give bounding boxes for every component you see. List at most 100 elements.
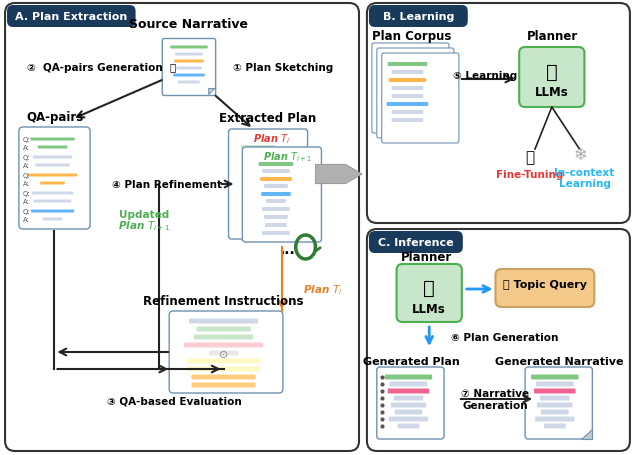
- FancyBboxPatch shape: [5, 4, 359, 451]
- FancyBboxPatch shape: [392, 111, 423, 115]
- Polygon shape: [582, 429, 593, 439]
- FancyBboxPatch shape: [35, 164, 70, 167]
- FancyBboxPatch shape: [266, 200, 286, 203]
- Text: Fine-Tuning: Fine-Tuning: [497, 170, 564, 180]
- FancyBboxPatch shape: [381, 61, 413, 65]
- Text: A. Plan Extraction: A. Plan Extraction: [15, 12, 127, 22]
- FancyBboxPatch shape: [244, 153, 272, 157]
- FancyBboxPatch shape: [246, 167, 270, 172]
- FancyBboxPatch shape: [387, 82, 419, 86]
- Text: Plan $T_{i+1}$: Plan $T_{i+1}$: [118, 218, 171, 233]
- Text: Q:: Q:: [23, 208, 31, 214]
- FancyBboxPatch shape: [184, 343, 263, 348]
- FancyBboxPatch shape: [381, 54, 459, 144]
- FancyBboxPatch shape: [38, 146, 67, 149]
- Text: 🗃 Topic Query: 🗃 Topic Query: [503, 279, 587, 289]
- FancyBboxPatch shape: [264, 185, 288, 188]
- Text: Q:: Q:: [23, 191, 31, 197]
- FancyBboxPatch shape: [388, 79, 426, 83]
- FancyBboxPatch shape: [367, 4, 630, 223]
- Text: A:: A:: [23, 181, 30, 187]
- FancyBboxPatch shape: [30, 138, 75, 141]
- FancyBboxPatch shape: [265, 223, 287, 228]
- FancyBboxPatch shape: [248, 184, 268, 187]
- FancyBboxPatch shape: [392, 95, 423, 99]
- FancyBboxPatch shape: [196, 327, 251, 332]
- FancyBboxPatch shape: [387, 103, 428, 107]
- FancyBboxPatch shape: [377, 49, 454, 139]
- Text: ⊙: ⊙: [219, 349, 228, 359]
- FancyBboxPatch shape: [525, 367, 593, 439]
- FancyBboxPatch shape: [372, 44, 449, 134]
- FancyBboxPatch shape: [367, 229, 630, 451]
- Text: Refinement Instructions: Refinement Instructions: [143, 295, 304, 308]
- FancyBboxPatch shape: [385, 374, 432, 379]
- FancyBboxPatch shape: [387, 114, 419, 118]
- FancyBboxPatch shape: [209, 351, 238, 356]
- FancyBboxPatch shape: [392, 71, 423, 75]
- Text: ❄: ❄: [573, 146, 588, 164]
- FancyBboxPatch shape: [535, 417, 575, 422]
- FancyBboxPatch shape: [397, 264, 462, 322]
- Text: In-context: In-context: [554, 167, 614, 177]
- Text: A:: A:: [23, 217, 30, 222]
- Text: QA-pairs: QA-pairs: [27, 111, 84, 124]
- FancyBboxPatch shape: [537, 403, 573, 408]
- Text: Q:: Q:: [23, 136, 31, 143]
- FancyBboxPatch shape: [262, 232, 290, 236]
- Text: C. Inference: C. Inference: [378, 238, 454, 248]
- Text: ⑤ Learning: ⑤ Learning: [454, 71, 518, 81]
- FancyBboxPatch shape: [534, 389, 575, 394]
- FancyBboxPatch shape: [541, 410, 568, 415]
- FancyBboxPatch shape: [175, 53, 203, 56]
- Text: Plan Corpus: Plan Corpus: [372, 30, 451, 42]
- FancyBboxPatch shape: [243, 148, 321, 243]
- FancyBboxPatch shape: [531, 374, 579, 379]
- FancyBboxPatch shape: [19, 128, 90, 229]
- Text: Generated Narrative: Generated Narrative: [495, 356, 624, 366]
- Text: LLMs: LLMs: [535, 86, 569, 98]
- FancyBboxPatch shape: [384, 74, 421, 78]
- FancyBboxPatch shape: [189, 319, 258, 324]
- FancyBboxPatch shape: [536, 382, 573, 387]
- FancyBboxPatch shape: [390, 382, 428, 387]
- FancyBboxPatch shape: [163, 40, 216, 96]
- Text: ④ Plan Refinement: ④ Plan Refinement: [112, 180, 222, 190]
- FancyBboxPatch shape: [228, 130, 308, 239]
- FancyArrowPatch shape: [316, 165, 362, 184]
- FancyBboxPatch shape: [392, 119, 423, 123]
- FancyBboxPatch shape: [369, 6, 468, 28]
- FancyBboxPatch shape: [243, 161, 274, 165]
- FancyBboxPatch shape: [178, 81, 200, 84]
- FancyBboxPatch shape: [28, 174, 77, 177]
- Text: ③ QA-based Evaluation: ③ QA-based Evaluation: [107, 396, 241, 406]
- Text: Plan $T_i$: Plan $T_i$: [253, 132, 291, 146]
- FancyBboxPatch shape: [174, 61, 204, 63]
- Text: Plan $T_{i+1}$: Plan $T_{i+1}$: [263, 150, 312, 163]
- Text: Plan $T_i$: Plan $T_i$: [303, 283, 342, 296]
- Text: A:: A:: [23, 198, 30, 205]
- FancyBboxPatch shape: [392, 87, 423, 91]
- FancyBboxPatch shape: [194, 335, 253, 340]
- Text: B. Learning: B. Learning: [383, 12, 454, 22]
- FancyBboxPatch shape: [377, 93, 419, 97]
- Text: Source Narrative: Source Narrative: [129, 17, 248, 30]
- FancyBboxPatch shape: [173, 74, 205, 77]
- FancyBboxPatch shape: [186, 367, 260, 372]
- FancyBboxPatch shape: [34, 200, 71, 203]
- Text: ① Plan Sketching: ① Plan Sketching: [233, 63, 333, 73]
- FancyBboxPatch shape: [262, 207, 290, 212]
- FancyBboxPatch shape: [33, 156, 72, 159]
- Text: LLMs: LLMs: [412, 303, 446, 316]
- Text: Generation: Generation: [463, 400, 528, 410]
- Text: ...: ...: [280, 243, 296, 257]
- FancyBboxPatch shape: [191, 383, 256, 388]
- FancyBboxPatch shape: [169, 311, 283, 393]
- Text: ⑥ Plan Generation: ⑥ Plan Generation: [451, 332, 558, 342]
- FancyBboxPatch shape: [369, 232, 463, 253]
- FancyBboxPatch shape: [379, 69, 417, 73]
- FancyBboxPatch shape: [264, 216, 288, 219]
- FancyBboxPatch shape: [390, 403, 426, 408]
- Polygon shape: [209, 89, 214, 95]
- FancyBboxPatch shape: [540, 396, 570, 400]
